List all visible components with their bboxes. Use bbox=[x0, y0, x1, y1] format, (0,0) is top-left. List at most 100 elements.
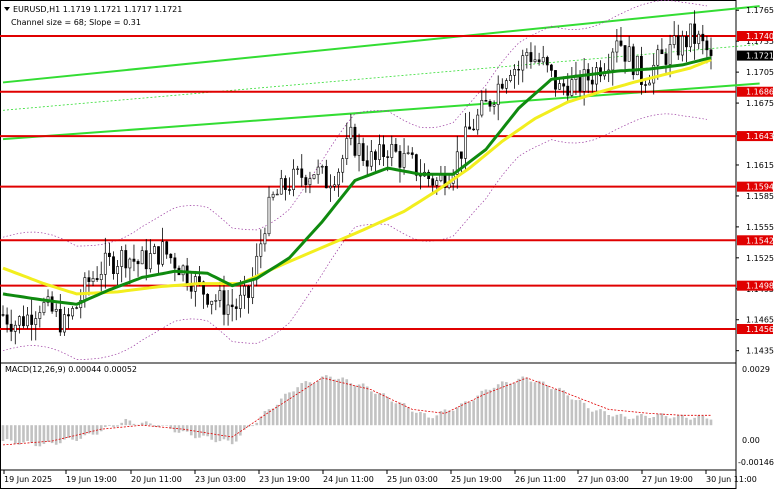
candle bbox=[337, 168, 340, 197]
macd-bar bbox=[226, 425, 230, 441]
macd-axis-bottom: -0.00146 bbox=[738, 458, 774, 467]
candle bbox=[652, 53, 656, 95]
candle bbox=[288, 177, 291, 195]
candle-body bbox=[464, 126, 467, 159]
macd-bar bbox=[239, 425, 242, 436]
candle-body bbox=[697, 33, 701, 44]
macd-bar bbox=[697, 415, 701, 426]
level-label-box bbox=[737, 235, 773, 246]
candle-body bbox=[484, 100, 488, 102]
candle bbox=[124, 244, 128, 278]
macd-bar bbox=[681, 414, 684, 426]
candle bbox=[103, 237, 107, 289]
macd-bar bbox=[263, 411, 267, 426]
candle bbox=[26, 306, 29, 329]
envelope-bands bbox=[2, 0, 707, 360]
macd-bar bbox=[308, 382, 312, 426]
candle bbox=[680, 30, 684, 62]
macd-bar bbox=[99, 425, 103, 432]
macd-bar bbox=[374, 393, 377, 426]
candle-body bbox=[13, 324, 17, 332]
candle bbox=[611, 48, 615, 86]
candle-body bbox=[455, 151, 459, 175]
macd-bar bbox=[63, 425, 66, 440]
candle bbox=[54, 303, 58, 318]
candle-body bbox=[504, 80, 508, 89]
date-label: 19 Jun 2025 bbox=[4, 475, 52, 484]
candle bbox=[140, 246, 144, 265]
date-label: 25 Jun 19:00 bbox=[451, 475, 502, 484]
macd-bar bbox=[611, 416, 615, 426]
candle bbox=[369, 140, 373, 171]
candle-body bbox=[549, 64, 553, 71]
macd-bar bbox=[566, 395, 570, 426]
price-tick-label: 1.1705 bbox=[746, 68, 774, 77]
macd-bar bbox=[279, 398, 283, 426]
candle-body bbox=[87, 277, 91, 282]
candle-body bbox=[537, 59, 541, 63]
candle bbox=[206, 293, 210, 308]
candle-body bbox=[333, 184, 336, 187]
candle bbox=[132, 244, 136, 272]
candle-body bbox=[320, 165, 324, 168]
macd-bar bbox=[71, 425, 74, 440]
candle bbox=[378, 134, 381, 166]
candle-body bbox=[513, 69, 516, 76]
candle-body bbox=[374, 151, 377, 160]
candle-body bbox=[173, 257, 177, 269]
macd-bar bbox=[476, 395, 480, 426]
macd-bar bbox=[304, 381, 308, 426]
macd-bar bbox=[488, 389, 492, 426]
candle-body bbox=[701, 33, 705, 42]
macd-bar bbox=[578, 399, 582, 426]
candle-body bbox=[140, 250, 144, 265]
level-label: 1.1594 bbox=[746, 183, 774, 192]
level-label-box bbox=[737, 181, 773, 192]
candle-body bbox=[521, 55, 525, 71]
chart-header: EURUSD,H1 1.1719 1.1721 1.1717 1.1721 Ch… bbox=[4, 5, 182, 27]
dropdown-triangle-icon[interactable] bbox=[4, 7, 10, 11]
candle bbox=[153, 243, 156, 255]
candle-body bbox=[631, 46, 635, 76]
macd-bar bbox=[153, 425, 156, 427]
candle bbox=[161, 227, 165, 267]
candle-body bbox=[132, 258, 136, 262]
macd-bar bbox=[361, 383, 365, 426]
candle-body bbox=[206, 293, 210, 305]
macd-bar bbox=[398, 402, 402, 426]
macd-bar bbox=[157, 425, 160, 428]
candle-body bbox=[459, 151, 463, 159]
level-label: 1.1542 bbox=[746, 236, 774, 245]
candle-body bbox=[635, 55, 639, 76]
macd-bar bbox=[144, 421, 148, 426]
macd-bar bbox=[599, 409, 602, 426]
candle-body bbox=[378, 144, 381, 160]
date-label: 24 Jun 11:00 bbox=[323, 475, 374, 484]
candle bbox=[169, 253, 173, 264]
macd-bar bbox=[623, 416, 627, 426]
candle-body bbox=[296, 168, 300, 170]
candle-body bbox=[541, 57, 545, 63]
candle bbox=[410, 147, 414, 159]
candle-body bbox=[38, 312, 42, 319]
candle-body bbox=[566, 85, 570, 96]
candle-body bbox=[214, 300, 218, 302]
macd-bar bbox=[18, 425, 21, 445]
candle bbox=[414, 153, 418, 182]
macd-bar bbox=[218, 425, 222, 442]
candle bbox=[165, 240, 169, 259]
candle bbox=[549, 63, 553, 77]
candle-body bbox=[91, 278, 95, 282]
slow-ma-line bbox=[2, 58, 712, 296]
candle-body bbox=[676, 35, 680, 56]
macd-bar bbox=[325, 375, 328, 426]
macd-bar bbox=[525, 377, 529, 426]
candle-body bbox=[689, 23, 692, 48]
macd-bar bbox=[648, 418, 651, 426]
candle-body bbox=[468, 126, 471, 130]
candle-body bbox=[136, 261, 140, 265]
macd-bar bbox=[582, 402, 586, 426]
macd-bar bbox=[50, 425, 54, 444]
macd-bar bbox=[9, 425, 13, 441]
